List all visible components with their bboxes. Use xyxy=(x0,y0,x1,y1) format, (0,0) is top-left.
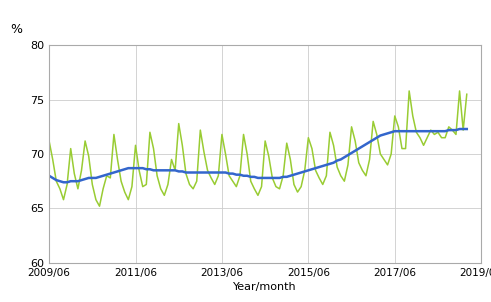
Employment rate, trend xyxy=(162,169,167,172)
Employment rate xyxy=(162,194,167,197)
Employment rate xyxy=(147,130,153,134)
Line: Employment rate, trend: Employment rate, trend xyxy=(49,129,467,182)
Employment rate xyxy=(237,174,243,178)
Employment rate xyxy=(442,136,448,140)
Text: %: % xyxy=(10,23,22,36)
Employment rate xyxy=(46,139,52,143)
Employment rate xyxy=(406,89,412,93)
Employment rate xyxy=(464,92,470,96)
X-axis label: Year/month: Year/month xyxy=(233,282,297,292)
Employment rate xyxy=(97,204,103,208)
Employment rate, trend xyxy=(46,174,52,178)
Employment rate, trend xyxy=(464,127,470,131)
Employment rate, trend xyxy=(147,167,153,171)
Employment rate xyxy=(129,185,135,188)
Employment rate, trend xyxy=(438,129,444,133)
Employment rate, trend xyxy=(237,173,243,176)
Employment rate xyxy=(136,169,142,172)
Employment rate, trend xyxy=(457,127,463,131)
Employment rate, trend xyxy=(129,166,135,170)
Employment rate, trend xyxy=(136,166,142,170)
Line: Employment rate: Employment rate xyxy=(49,91,467,206)
Employment rate, trend xyxy=(60,181,66,184)
